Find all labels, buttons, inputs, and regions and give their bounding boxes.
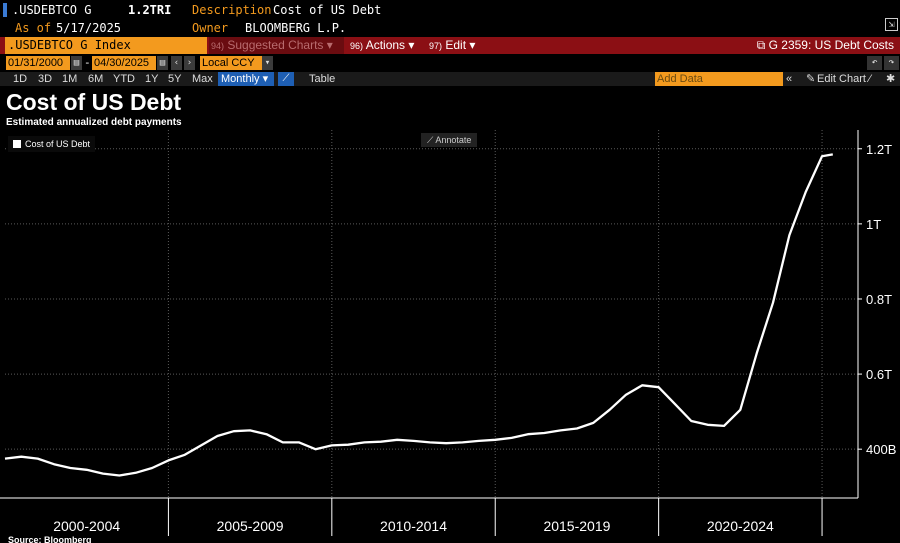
- x-tick-label: 2000-2004: [53, 518, 120, 534]
- suggested-num: 94): [211, 41, 225, 51]
- command-bar: .USDEBTCO G Index 94) Suggested Charts ▾…: [0, 37, 900, 54]
- edit-num: 97): [429, 41, 443, 51]
- undo-icon[interactable]: ↶: [867, 56, 882, 70]
- x-axis: 2000-2004 2005-2009 2010-2014 2015-2019 2020…: [0, 497, 858, 536]
- chevron-right-icon[interactable]: ›: [184, 56, 195, 70]
- actions-menu[interactable]: 96) Actions ▾: [348, 37, 414, 54]
- graph-title-label: G 2359: US Debt Costs: [768, 38, 894, 52]
- y-tick-label: 1T: [866, 217, 881, 232]
- actions-label: Actions: [365, 38, 406, 52]
- y-tick-label: 0.6T: [866, 367, 892, 382]
- collapse-icon[interactable]: «: [786, 73, 793, 85]
- chart-legend[interactable]: Cost of US Debt: [8, 136, 96, 152]
- chart-title: Cost of US Debt: [6, 89, 182, 115]
- chevron-down-icon[interactable]: ▾: [262, 56, 273, 70]
- line-chart[interactable]: 400B 0.6T 0.8T 1T 1.2T 2000-2004 2005-2009 201…: [0, 130, 900, 543]
- last-value: 1.2TRI: [128, 3, 172, 17]
- calendar-icon[interactable]: ▤: [71, 56, 82, 70]
- currency-select[interactable]: Local CCY: [200, 56, 262, 70]
- calendar-icon[interactable]: ▤: [157, 56, 168, 70]
- edit-label: Edit: [445, 38, 467, 52]
- table-tab[interactable]: Table: [309, 73, 336, 85]
- owner-label: Owner: [192, 21, 229, 35]
- suggested-label: Suggested Charts: [227, 38, 324, 52]
- minimize-icon[interactable]: ⇲: [885, 18, 898, 31]
- external-link-icon: ⧉: [756, 38, 766, 52]
- edit-chart-button[interactable]: Edit Chart: [817, 73, 866, 85]
- y-tick-label: 1.2T: [866, 142, 892, 157]
- x-tick-label: 2020-2024: [707, 518, 774, 534]
- y-tick-label: 0.8T: [866, 292, 892, 307]
- date-dash: -: [84, 56, 91, 69]
- legend-label: Cost of US Debt: [25, 139, 91, 149]
- start-date-field[interactable]: 01/31/2000: [6, 56, 70, 70]
- edit-menu[interactable]: 97) Edit ▾: [429, 37, 475, 54]
- source-note: Source: Bloomberg: [8, 535, 92, 543]
- period-5y[interactable]: 5Y: [168, 73, 182, 85]
- chevron-down-icon: ▾: [262, 73, 269, 85]
- security-subheader: As of 5/17/2025 Owner BLOOMBERG L.P.: [0, 20, 900, 38]
- period-1d[interactable]: 1D: [13, 73, 28, 85]
- period-bar: 1D 3D 1M 6M YTD 1Y 5Y Max Monthly ▾ ⟋ Ta…: [0, 72, 900, 86]
- date-range-bar: 01/31/2000 ▤ - 04/30/2025 ▤ ‹ › Local CC…: [0, 56, 900, 70]
- x-tick-label: 2010-2014: [380, 518, 447, 534]
- y-axis: 400B 0.6T 0.8T 1T 1.2T: [857, 130, 896, 498]
- period-max[interactable]: Max: [192, 73, 213, 85]
- add-data-field[interactable]: Add Data: [655, 72, 783, 86]
- annotate-icon: ⟋: [427, 135, 434, 145]
- pencil-icon[interactable]: ✎: [806, 73, 816, 85]
- x-tick-label: 2015-2019: [543, 518, 610, 534]
- redo-icon[interactable]: ↷: [884, 56, 899, 70]
- actions-num: 96): [350, 41, 364, 51]
- description-value: Cost of US Debt: [273, 3, 382, 17]
- series-line: [4, 153, 833, 477]
- frequency-label: Monthly: [221, 73, 260, 85]
- description-label: Description: [192, 3, 272, 17]
- annotate-button[interactable]: ⟋ Annotate: [421, 133, 478, 147]
- line-chart-icon[interactable]: ⟋: [278, 72, 294, 86]
- graph-title[interactable]: ⧉ G 2359: US Debt Costs: [757, 37, 894, 54]
- period-1m[interactable]: 1M: [62, 73, 78, 85]
- chevron-down-icon: ▾: [326, 38, 333, 52]
- annotate-label: Annotate: [435, 135, 472, 145]
- chevron-down-icon: ▾: [408, 38, 415, 52]
- draw-icon[interactable]: ⁄: [869, 73, 871, 85]
- chart-grid: [5, 130, 858, 498]
- chart-subtitle: Estimated annualized debt payments: [6, 117, 182, 128]
- period-ytd[interactable]: YTD: [113, 73, 135, 85]
- ticker-marker: [3, 3, 7, 17]
- security-header: .USDEBTCO G 1.2TRI Description Cost of U…: [0, 2, 900, 20]
- y-tick-label: 400B: [866, 442, 896, 457]
- asof-label: As of: [15, 21, 52, 35]
- x-tick-label: 2005-2009: [217, 518, 284, 534]
- gear-icon[interactable]: ✱: [886, 73, 896, 85]
- end-date-field[interactable]: 04/30/2025: [92, 56, 156, 70]
- chevron-left-icon[interactable]: ‹: [171, 56, 182, 70]
- legend-swatch: [13, 140, 21, 148]
- suggested-charts-button[interactable]: 94) Suggested Charts ▾: [209, 37, 344, 54]
- period-3d[interactable]: 3D: [38, 73, 53, 85]
- frequency-select[interactable]: Monthly ▾: [218, 72, 274, 86]
- security-field[interactable]: .USDEBTCO G Index: [5, 37, 207, 54]
- period-1y[interactable]: 1Y: [145, 73, 159, 85]
- asof-value: 5/17/2025: [56, 21, 122, 35]
- ticker[interactable]: .USDEBTCO G: [12, 3, 92, 17]
- chevron-down-icon: ▾: [469, 38, 476, 52]
- period-6m[interactable]: 6M: [88, 73, 104, 85]
- owner-value: BLOOMBERG L.P.: [245, 21, 347, 35]
